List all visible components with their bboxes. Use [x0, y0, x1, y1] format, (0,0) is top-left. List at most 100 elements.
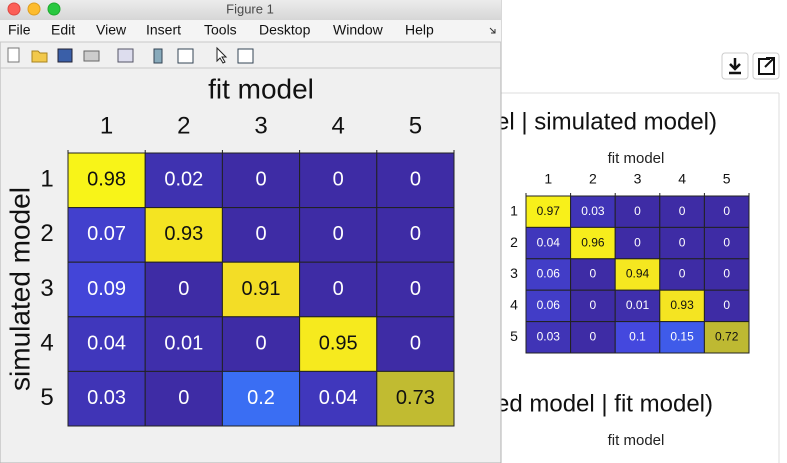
toolbar [7, 46, 254, 64]
cell [659, 226, 705, 260]
x-label: fit model [208, 73, 314, 104]
pointer-icon[interactable] [216, 46, 228, 64]
cell-value: 0.03 [581, 204, 605, 218]
colorbar-icon[interactable] [153, 48, 163, 64]
row-label: 4 [40, 329, 53, 356]
close-button[interactable] [7, 2, 21, 16]
cell [614, 258, 661, 291]
cell [525, 258, 572, 291]
cell [67, 370, 146, 427]
menu-item[interactable]: Help [405, 22, 434, 38]
cell [221, 152, 301, 209]
cell [525, 289, 572, 323]
background-x-label: fit model [608, 432, 665, 449]
cell [703, 195, 750, 228]
cell-value: 0.1 [629, 329, 646, 343]
menu-item[interactable]: Insert [146, 22, 181, 38]
cell-value: 0 [178, 387, 189, 409]
cell-value: 0.01 [164, 332, 203, 354]
open-icon[interactable] [31, 50, 48, 63]
minimize-button[interactable] [27, 2, 41, 16]
menu-item[interactable]: View [96, 22, 127, 38]
cell [299, 316, 378, 372]
column-label: 1 [544, 171, 552, 187]
new-icon[interactable] [7, 47, 20, 63]
cell-value: 0.93 [164, 223, 203, 245]
cell [703, 226, 750, 260]
cell [376, 207, 455, 263]
column-label: 4 [332, 112, 345, 139]
cell [570, 321, 616, 354]
cell-value: 0 [590, 298, 597, 312]
menu-item[interactable]: Edit [51, 22, 75, 38]
background-x-label: fit model [608, 150, 665, 167]
cell [614, 321, 661, 354]
cell-value: 0 [333, 169, 344, 191]
cell [299, 370, 378, 427]
cell-value: 0.98 [87, 169, 126, 191]
cell [570, 226, 616, 260]
cell-value: 0 [410, 223, 421, 245]
open-external-button[interactable] [752, 52, 780, 80]
row-label: 2 [510, 234, 518, 250]
column-label: 3 [634, 171, 642, 187]
cell [376, 261, 455, 318]
legend-icon[interactable] [177, 48, 194, 64]
cell [299, 207, 378, 263]
cell [376, 370, 455, 427]
window-title: Figure 1 [226, 1, 274, 16]
cell [221, 207, 301, 263]
title-bar [0, 0, 501, 20]
cell-value: 0.06 [537, 267, 561, 281]
cell-value: 0 [590, 267, 597, 281]
row-label: 2 [40, 220, 53, 247]
cell-value: 0 [255, 332, 266, 354]
cell-value: 0.95 [319, 332, 358, 354]
row-label: 4 [510, 297, 518, 313]
column-label: 2 [589, 171, 597, 187]
cell [376, 152, 455, 209]
menu-item[interactable]: Window [333, 22, 384, 38]
menu-item[interactable]: File [8, 22, 31, 38]
y-label: simulated model [4, 187, 35, 391]
background-title: ed model | fit model) [496, 390, 713, 417]
cell-value: 0.91 [242, 278, 281, 300]
zoom-button[interactable] [47, 2, 61, 16]
download-button[interactable] [721, 52, 749, 80]
property-icon[interactable] [237, 48, 254, 64]
cell-value: 0 [723, 204, 730, 218]
row-label: 3 [510, 265, 518, 281]
cell [659, 289, 705, 323]
cell-value: 0.2 [247, 387, 275, 409]
save-icon[interactable] [57, 48, 73, 63]
cell-value: 0 [679, 204, 686, 218]
link-icon[interactable] [117, 48, 134, 63]
cell-value: 0 [679, 235, 686, 249]
cell-value: 0.96 [581, 235, 605, 249]
cell [570, 289, 616, 323]
cell-value: 0.73 [396, 387, 435, 409]
column-label: 5 [409, 112, 422, 139]
cell-value: 0 [679, 267, 686, 281]
cell [659, 258, 705, 291]
menu-item[interactable]: Desktop [259, 22, 311, 38]
cell-value: 0.02 [164, 169, 203, 191]
cell-value: 0 [410, 278, 421, 300]
dock-icon[interactable] [489, 27, 496, 34]
cell-value: 0.06 [537, 298, 561, 312]
background-title: el | simulated model) [496, 108, 717, 135]
cell-value: 0.03 [87, 387, 126, 409]
menu-item[interactable]: Tools [204, 22, 237, 38]
cell-value: 0 [255, 223, 266, 245]
cell [221, 316, 301, 372]
cell [659, 195, 705, 228]
cell-value: 0 [333, 278, 344, 300]
print-icon[interactable] [83, 50, 100, 62]
cell [376, 316, 455, 372]
cell-value: 0.03 [537, 329, 561, 343]
cell-value: 0.15 [670, 329, 694, 343]
cell-value: 0 [410, 169, 421, 191]
cell [144, 370, 223, 427]
cell-value: 0 [255, 169, 266, 191]
